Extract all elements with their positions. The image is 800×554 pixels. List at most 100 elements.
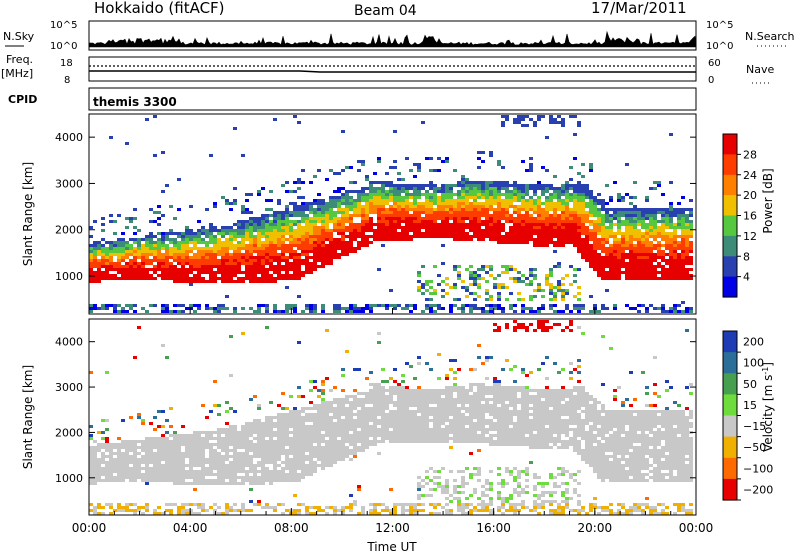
data-cell xyxy=(381,184,385,187)
data-cell xyxy=(277,503,281,506)
data-cell xyxy=(325,178,329,181)
data-cell xyxy=(465,289,469,292)
data-cell xyxy=(245,425,249,428)
data-cell xyxy=(89,455,93,458)
colorbar-tick-label: 12 xyxy=(743,230,757,243)
data-cell xyxy=(513,268,517,271)
data-cell xyxy=(577,307,581,310)
data-cell xyxy=(289,461,293,464)
data-cell xyxy=(241,247,245,250)
data-cell xyxy=(557,241,561,244)
data-cell xyxy=(113,461,117,464)
data-cell xyxy=(493,184,497,187)
data-cell xyxy=(629,223,633,226)
data-cell xyxy=(345,401,349,404)
data-cell xyxy=(237,241,241,244)
data-cell xyxy=(665,235,669,238)
data-cell xyxy=(473,223,477,226)
data-cell xyxy=(189,241,193,244)
data-cell xyxy=(253,464,257,467)
data-cell xyxy=(229,437,233,440)
data-cell xyxy=(617,250,621,253)
data-cell xyxy=(521,226,525,229)
data-cell xyxy=(293,509,297,512)
data-cell xyxy=(557,196,561,199)
data-cell xyxy=(669,211,673,214)
data-cell xyxy=(249,223,253,226)
data-cell xyxy=(193,452,197,455)
data-cell xyxy=(345,431,349,434)
data-cell xyxy=(289,470,293,473)
data-cell xyxy=(601,214,605,217)
data-cell xyxy=(461,211,465,214)
data-cell xyxy=(161,256,165,259)
data-cell xyxy=(233,268,237,271)
data-cell xyxy=(477,232,481,235)
data-cell xyxy=(337,428,341,431)
data-cell xyxy=(221,437,225,440)
data-cell xyxy=(477,268,481,271)
data-cell xyxy=(573,295,577,298)
data-cell xyxy=(145,118,149,121)
data-cell xyxy=(533,121,537,124)
data-cell xyxy=(257,431,261,434)
data-cell xyxy=(229,335,233,338)
data-cell xyxy=(289,262,293,265)
data-cell xyxy=(93,473,97,476)
data-cell xyxy=(193,232,197,235)
data-cell xyxy=(209,223,213,226)
data-cell xyxy=(413,205,417,208)
data-cell xyxy=(93,241,97,244)
data-cell xyxy=(609,256,613,259)
data-cell xyxy=(329,259,333,262)
data-cell xyxy=(213,449,217,452)
data-cell xyxy=(477,214,481,217)
data-cell xyxy=(285,250,289,253)
data-cell xyxy=(341,431,345,434)
data-cell xyxy=(649,271,653,274)
data-cell xyxy=(397,223,401,226)
data-cell xyxy=(113,262,117,265)
data-cell xyxy=(361,223,365,226)
data-cell xyxy=(233,223,237,226)
data-cell xyxy=(109,268,113,271)
data-cell xyxy=(205,446,209,449)
data-cell xyxy=(393,184,397,187)
data-cell xyxy=(229,479,233,482)
data-cell xyxy=(469,292,473,295)
data-cell xyxy=(237,223,241,226)
data-cell xyxy=(441,295,445,298)
data-cell xyxy=(185,449,189,452)
data-cell xyxy=(581,250,585,253)
data-cell xyxy=(261,187,265,190)
data-cell xyxy=(349,440,353,443)
data-cell xyxy=(261,449,265,452)
freq-unit: [MHz] xyxy=(1,67,33,80)
data-cell xyxy=(249,476,253,479)
data-cell xyxy=(93,440,97,443)
data-cell xyxy=(481,208,485,211)
data-cell xyxy=(101,229,105,232)
data-cell xyxy=(629,277,633,280)
data-cell xyxy=(589,190,593,193)
data-cell xyxy=(249,425,253,428)
data-cell xyxy=(189,467,193,470)
data-cell xyxy=(677,304,681,307)
data-cell xyxy=(269,277,273,280)
data-cell xyxy=(621,223,625,226)
data-cell xyxy=(365,178,369,181)
data-cell xyxy=(101,304,105,307)
data-cell xyxy=(161,247,165,250)
data-cell xyxy=(93,259,97,262)
data-cell xyxy=(297,265,301,268)
data-cell xyxy=(185,262,189,265)
data-cell xyxy=(669,217,673,220)
data-cell xyxy=(201,437,205,440)
data-cell xyxy=(537,232,541,235)
data-cell xyxy=(653,214,657,217)
data-cell xyxy=(545,226,549,229)
data-cell xyxy=(321,464,325,467)
data-cell xyxy=(225,256,229,259)
data-cell xyxy=(665,244,669,247)
data-cell xyxy=(161,455,165,458)
